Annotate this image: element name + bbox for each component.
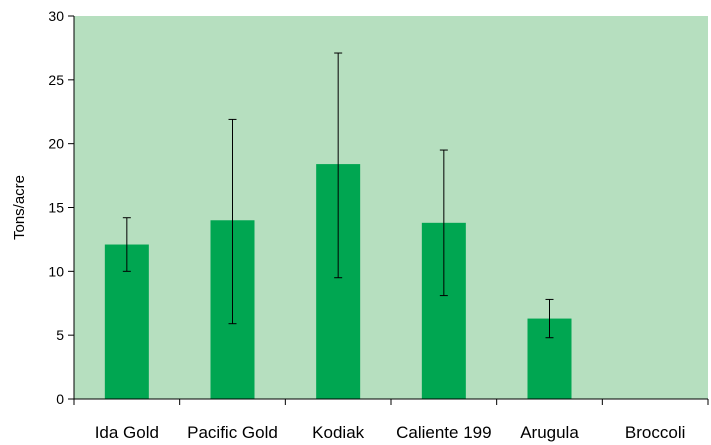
x-tick-label: Caliente 199 bbox=[396, 423, 491, 442]
y-tick-label: 25 bbox=[48, 72, 64, 88]
y-tick-label: 15 bbox=[48, 200, 64, 216]
error-bar bbox=[122, 217, 131, 272]
y-axis-title: Tons/acre bbox=[11, 175, 28, 240]
x-tick-label: Broccoli bbox=[625, 423, 685, 442]
error-bar bbox=[228, 118, 237, 325]
y-tick-label: 10 bbox=[48, 263, 64, 279]
plot-area bbox=[74, 16, 708, 399]
x-tick-label: Kodiak bbox=[312, 423, 364, 442]
x-tick-label: Pacific Gold bbox=[187, 423, 278, 442]
y-tick-label: 30 bbox=[48, 8, 64, 24]
error-bar bbox=[439, 149, 448, 297]
error-bars-layer bbox=[122, 52, 554, 339]
labels-layer: Ida Gold Pacific Gold Kodiak Caliente 199 Ar… bbox=[48, 8, 685, 442]
error-bar bbox=[545, 298, 554, 339]
y-tick-label: 20 bbox=[48, 136, 64, 152]
x-tick-label: Ida Gold bbox=[95, 423, 159, 442]
x-tick-label: Arugula bbox=[520, 423, 579, 442]
y-tick-label: 0 bbox=[56, 391, 64, 407]
error-bar bbox=[334, 52, 343, 279]
y-tick-label: 5 bbox=[56, 327, 64, 343]
axes-layer bbox=[68, 15, 709, 405]
